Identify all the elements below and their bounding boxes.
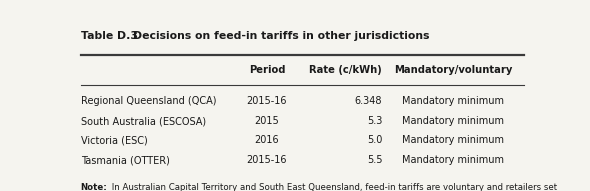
Text: Note:: Note: <box>81 183 107 191</box>
Text: 2015-16: 2015-16 <box>247 155 287 165</box>
Text: 2015: 2015 <box>254 116 279 126</box>
Text: Tasmania (OTTER): Tasmania (OTTER) <box>81 155 169 165</box>
Text: In Australian Capital Territory and South East Queensland, feed-in tariffs are v: In Australian Capital Territory and Sout… <box>109 183 558 191</box>
Text: Regional Queensland (QCA): Regional Queensland (QCA) <box>81 96 216 106</box>
Text: 5.5: 5.5 <box>367 155 382 165</box>
Text: 6.348: 6.348 <box>355 96 382 106</box>
Text: South Australia (ESCOSA): South Australia (ESCOSA) <box>81 116 206 126</box>
Text: Decisions on feed-in tariffs in other jurisdictions: Decisions on feed-in tariffs in other ju… <box>133 31 430 41</box>
Text: Table D.3: Table D.3 <box>81 31 137 41</box>
Text: Mandatory minimum: Mandatory minimum <box>402 116 504 126</box>
Text: Mandatory minimum: Mandatory minimum <box>402 96 504 106</box>
Text: Mandatory minimum: Mandatory minimum <box>402 135 504 145</box>
Text: Mandatory minimum: Mandatory minimum <box>402 155 504 165</box>
Text: Mandatory/voluntary: Mandatory/voluntary <box>394 65 512 75</box>
Text: 5.0: 5.0 <box>367 135 382 145</box>
Text: Victoria (ESC): Victoria (ESC) <box>81 135 148 145</box>
Text: 5.3: 5.3 <box>367 116 382 126</box>
Text: Period: Period <box>248 65 285 75</box>
Text: 2016: 2016 <box>254 135 279 145</box>
Text: 2015-16: 2015-16 <box>247 96 287 106</box>
Text: Rate (c/kWh): Rate (c/kWh) <box>310 65 382 75</box>
